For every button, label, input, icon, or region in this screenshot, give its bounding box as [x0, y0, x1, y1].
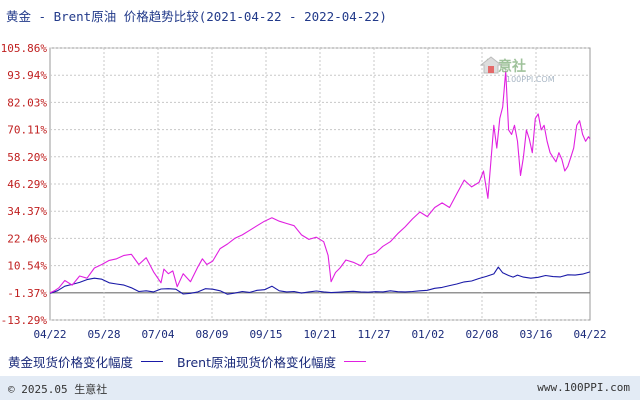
x-tick-label: 01/02	[411, 328, 444, 341]
y-tick-label: -1.37%	[7, 287, 47, 300]
footer-copyright: © 2025.05 生意社	[8, 383, 108, 396]
chart-title: 黄金 - Brent原油 价格趋势比较(2021-04-22 - 2022-04…	[6, 9, 387, 24]
watermark-sub: 100PPI.COM	[506, 75, 555, 84]
y-tick-label: 58.20%	[7, 151, 47, 164]
x-tick-label: 03/16	[519, 328, 552, 341]
x-tick-label: 04/22	[33, 328, 66, 341]
y-tick-label: 93.94%	[7, 69, 47, 82]
series-layer	[49, 70, 591, 295]
legend-swatch-brent	[343, 361, 366, 362]
x-tick-label: 04/22	[573, 328, 606, 341]
brent-series-line	[49, 70, 591, 294]
grid-layer	[49, 47, 591, 321]
legend-label-gold: 黄金现货价格变化幅度	[8, 355, 134, 370]
y-tick-label: 82.03%	[7, 96, 47, 109]
watermark: 生意社 100PPI.COM	[480, 56, 555, 84]
gold-series-line	[49, 266, 591, 295]
legend-swatch-gold	[141, 361, 164, 362]
x-tick-label: 09/15	[249, 328, 282, 341]
footer: © 2025.05 生意社 www.100PPI.com	[0, 376, 640, 400]
x-tick-label: 05/28	[87, 328, 120, 341]
x-tick-label: 02/08	[465, 328, 498, 341]
y-tick-label: -13.29%	[1, 314, 48, 327]
y-tick-label: 105.86%	[1, 42, 48, 55]
y-tick-label: 70.11%	[7, 124, 47, 137]
y-tick-label: 22.46%	[7, 232, 47, 245]
x-tick-label: 11/27	[357, 328, 390, 341]
y-tick-label: 46.29%	[7, 178, 47, 191]
y-tick-label: 34.37%	[7, 205, 47, 218]
tick-layer: 105.86% 93.94% 82.03% 70.11% 58.20% 46.29% 34.…	[1, 42, 607, 341]
chart-canvas: 105.86% 93.94% 82.03% 70.11% 58.20% 46.29% 34.…	[1, 42, 607, 341]
y-tick-label: 10.54%	[7, 260, 47, 273]
legend: 黄金现货价格变化幅度 Brent原油现货价格变化幅度	[8, 352, 380, 371]
footer-site-link[interactable]: www.100PPI.com	[537, 381, 630, 394]
x-tick-label: 07/04	[141, 328, 174, 341]
x-tick-label: 08/09	[195, 328, 228, 341]
legend-label-brent: Brent原油现货价格变化幅度	[177, 355, 336, 370]
x-tick-label: 10/21	[303, 328, 336, 341]
